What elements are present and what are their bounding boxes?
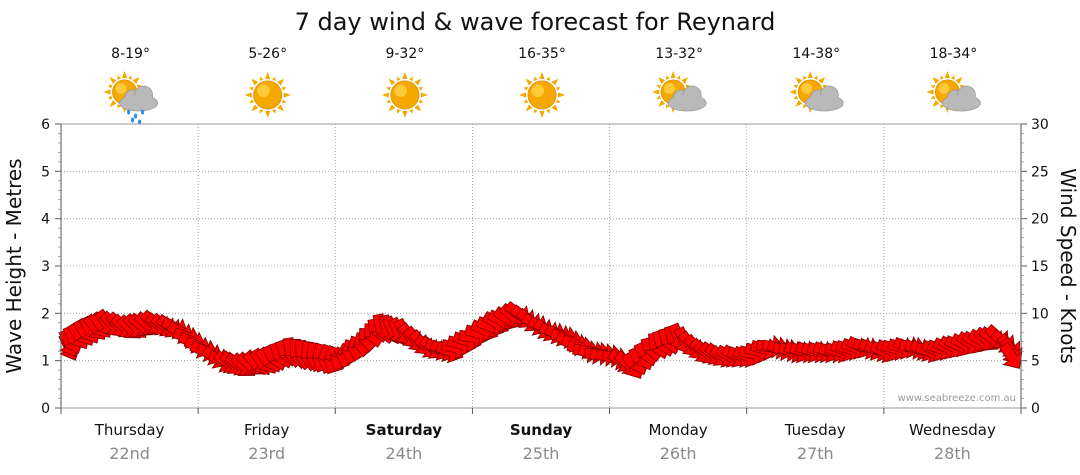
temperature-range: 14-38° xyxy=(792,46,840,62)
sun-icon xyxy=(519,72,565,118)
left-axis-title: Wave Height - Metres xyxy=(2,158,26,373)
temperature-range: 5-26° xyxy=(248,46,287,62)
chart-title: 7 day wind & wave forecast for Reynard xyxy=(295,8,776,36)
plot-area: www.seabreeze.com.au xyxy=(58,123,1023,409)
day-date-label: 24th xyxy=(385,444,422,463)
left-axis-tick-label: 3 xyxy=(41,259,50,275)
sun-cloud-icon xyxy=(652,71,707,113)
sun-cloud-icon xyxy=(926,71,981,113)
right-axis-tick-label: 20 xyxy=(1031,212,1049,228)
right-axis-tick-label: 25 xyxy=(1031,164,1049,180)
daily-forecast-header: 8-19° 5-26° 9-32° 16-35° 13-32° 14-38° 18-34° xyxy=(103,46,981,125)
left-axis-tick-label: 1 xyxy=(41,354,50,370)
sun-cloud-icon xyxy=(789,71,844,113)
wind-speed-axis: 0 5 10 15 20 25 30 xyxy=(1020,117,1049,417)
day-name-label: Saturday xyxy=(366,421,443,439)
day-name-label: Friday xyxy=(244,421,290,439)
sun-icon xyxy=(381,72,428,118)
right-axis-tick-label: 10 xyxy=(1031,306,1049,322)
right-axis-tick-label: 15 xyxy=(1031,259,1049,275)
left-axis-tick-label: 2 xyxy=(41,306,50,322)
temperature-range: 18-34° xyxy=(930,46,978,62)
wave-height-axis: 0 1 2 3 4 5 6 xyxy=(41,117,62,417)
day-name-label: Thursday xyxy=(94,421,165,439)
sun-icon xyxy=(244,72,291,118)
wind-arrow xyxy=(998,341,1023,369)
day-date-label: 25th xyxy=(523,444,560,463)
right-axis-tick-label: 0 xyxy=(1031,401,1040,417)
day-divider-gridlines xyxy=(197,124,885,408)
day-date-label: 28th xyxy=(934,444,971,463)
sun-cloud-rain-icon xyxy=(103,71,158,125)
day-axis: Thursday 22nd Friday 23rd Saturday 24th Sunday… xyxy=(60,408,1022,463)
temperature-range: 9-32° xyxy=(385,46,424,62)
watermark: www.seabreeze.com.au xyxy=(898,393,1016,404)
left-axis-tick-label: 5 xyxy=(41,164,50,180)
temperature-range: 8-19° xyxy=(111,46,150,62)
temperature-range: 13-32° xyxy=(655,46,703,62)
day-date-label: 22nd xyxy=(109,444,150,463)
right-axis-tick-label: 5 xyxy=(1031,354,1040,370)
right-axis-tick-label: 30 xyxy=(1031,117,1049,133)
left-axis-tick-label: 0 xyxy=(41,401,50,417)
day-name-label: Tuesday xyxy=(784,421,846,439)
left-axis-tick-label: 6 xyxy=(41,117,50,133)
day-name-label: Monday xyxy=(649,421,708,439)
day-name-label: Sunday xyxy=(510,421,573,439)
day-name-label: Wednesday xyxy=(909,421,996,439)
right-axis-title: Wind Speed - Knots xyxy=(1056,168,1080,364)
day-date-label: 26th xyxy=(660,444,697,463)
day-date-label: 27th xyxy=(797,444,834,463)
left-axis-tick-label: 4 xyxy=(41,212,50,228)
day-date-label: 23rd xyxy=(248,444,285,463)
temperature-range: 16-35° xyxy=(518,46,566,62)
wind-arrow-series xyxy=(58,300,1023,379)
